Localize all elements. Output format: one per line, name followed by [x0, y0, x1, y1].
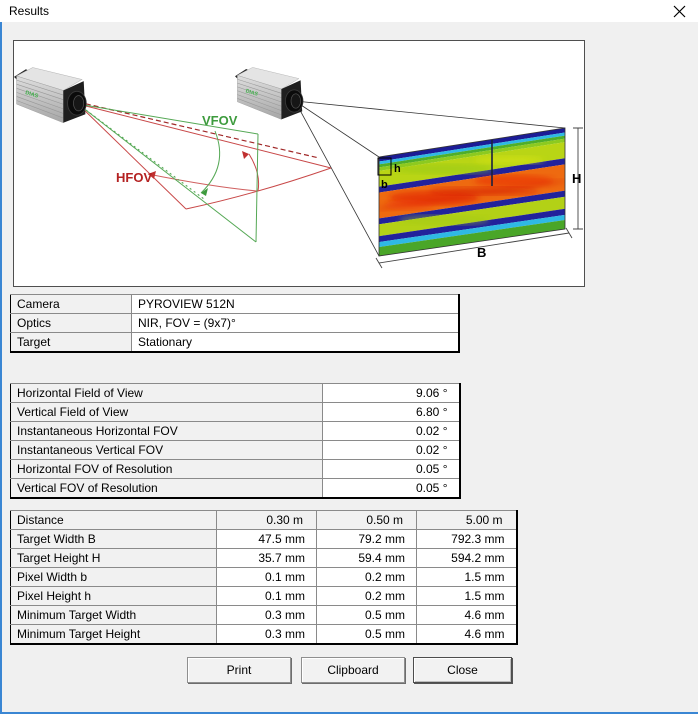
- camera-right: DIAS: [234, 67, 304, 120]
- camera-logo: DIAS: [245, 88, 259, 98]
- table-row: Horizontal FOV of Resolution 0.05 °: [10, 459, 460, 479]
- table-row: Instantaneous Vertical FOV 0.02 °: [10, 440, 460, 460]
- row-value: 9.06 °: [322, 383, 460, 403]
- cell-value: 0.5 mm: [316, 605, 417, 625]
- row-label: Target Width B: [10, 529, 217, 549]
- cell-value: 0.3 mm: [216, 605, 317, 625]
- row-value: 6.80 °: [322, 402, 460, 422]
- close-icon: [673, 5, 685, 17]
- cell-value: 79.2 mm: [316, 529, 417, 549]
- cell-value: 1.5 mm: [416, 567, 517, 587]
- window-title: Results: [9, 4, 50, 18]
- titlebar: Results: [0, 0, 698, 22]
- hfov-label: HFOV: [116, 170, 152, 185]
- row-value: NIR, FOV = (9x7)°: [131, 313, 459, 333]
- row-value: 0.02 °: [322, 421, 460, 441]
- close-dialog-button[interactable]: Close: [413, 657, 512, 683]
- target-height-label: H: [572, 171, 581, 186]
- row-label: Minimum Target Width: [10, 605, 217, 625]
- vfov-label: VFOV: [202, 113, 238, 128]
- table-row: Target Stationary: [10, 332, 459, 353]
- table-row: Optics NIR, FOV = (9x7)°: [10, 313, 459, 333]
- distance-table: Distance 0.30 m 0.50 m 5.00 m Target Wid…: [10, 510, 518, 645]
- table-row: Minimum Target Width 0.3 mm 0.5 mm 4.6 m…: [10, 605, 517, 625]
- cell-value: 35.7 mm: [216, 548, 317, 568]
- row-label: Minimum Target Height: [10, 624, 217, 645]
- table-row: Horizontal Field of View 9.06 °: [10, 383, 460, 403]
- table-row: Vertical Field of View 6.80 °: [10, 402, 460, 422]
- cell-value: 792.3 mm: [416, 529, 517, 549]
- target-width-label: B: [477, 245, 486, 260]
- cell-value: 0.5 mm: [316, 624, 417, 645]
- row-label: Horizontal Field of View: [10, 383, 323, 403]
- cell-value: 0.2 mm: [316, 567, 417, 587]
- table-header-row: Distance 0.30 m 0.50 m 5.00 m: [10, 510, 517, 530]
- table-row: Target Width B 47.5 mm 79.2 mm 792.3 mm: [10, 529, 517, 549]
- sight-lines: [294, 100, 566, 257]
- table-row: Vertical FOV of Resolution 0.05 °: [10, 478, 460, 499]
- cell-value: 4.6 mm: [416, 624, 517, 645]
- cell-value: 594.2 mm: [416, 548, 517, 568]
- fov-table: Horizontal Field of View 9.06 ° Vertical …: [10, 383, 461, 499]
- row-value: Stationary: [131, 332, 459, 353]
- pixel-marker: h b: [377, 157, 401, 191]
- cell-value: 0.1 mm: [216, 567, 317, 587]
- header-value: 5.00 m: [416, 510, 517, 530]
- row-label: Target: [10, 332, 132, 353]
- dimension-lines: [375, 127, 583, 269]
- print-button[interactable]: Print: [187, 657, 291, 683]
- row-value: 0.05 °: [322, 459, 460, 479]
- close-button[interactable]: [668, 2, 690, 20]
- row-label: Horizontal FOV of Resolution: [10, 459, 323, 479]
- table-row: Pixel Height h 0.1 mm 0.2 mm 1.5 mm: [10, 586, 517, 606]
- row-label: Vertical Field of View: [10, 402, 323, 422]
- table-row: Pixel Width b 0.1 mm 0.2 mm 1.5 mm: [10, 567, 517, 587]
- row-value: PYROVIEW 512N: [131, 294, 459, 314]
- dialog-content: VFOV HFOV DIAS DIAS h b: [0, 22, 698, 714]
- pixel-height-label: h: [394, 163, 401, 175]
- header-label: Distance: [10, 510, 217, 530]
- row-label: Instantaneous Vertical FOV: [10, 440, 323, 460]
- cell-value: 1.5 mm: [416, 586, 517, 606]
- camera-info-table: Camera PYROVIEW 512N Optics NIR, FOV = (9x…: [10, 294, 460, 353]
- pixel-width-label: b: [381, 179, 388, 191]
- vfov-fan: [77, 103, 259, 243]
- table-row: Minimum Target Height 0.3 mm 0.5 mm 4.6 …: [10, 624, 517, 645]
- clipboard-button[interactable]: Clipboard: [301, 657, 405, 683]
- row-label: Pixel Height h: [10, 586, 217, 606]
- cell-value: 59.4 mm: [316, 548, 417, 568]
- cell-value: 0.1 mm: [216, 586, 317, 606]
- row-label: Optics: [10, 313, 132, 333]
- row-value: 0.05 °: [322, 478, 460, 499]
- row-label: Instantaneous Horizontal FOV: [10, 421, 323, 441]
- row-label: Vertical FOV of Resolution: [10, 478, 323, 499]
- camera-left: DIAS: [13, 67, 87, 124]
- table-row: Target Height H 35.7 mm 59.4 mm 594.2 mm: [10, 548, 517, 568]
- cell-value: 0.3 mm: [216, 624, 317, 645]
- header-value: 0.30 m: [216, 510, 317, 530]
- table-row: Instantaneous Horizontal FOV 0.02 °: [10, 421, 460, 441]
- cell-value: 47.5 mm: [216, 529, 317, 549]
- table-row: Camera PYROVIEW 512N: [10, 294, 459, 314]
- thermal-strip-image: [378, 127, 566, 257]
- camera-logo: DIAS: [24, 90, 39, 100]
- cell-value: 0.2 mm: [316, 586, 417, 606]
- row-value: 0.02 °: [322, 440, 460, 460]
- row-label: Camera: [10, 294, 132, 314]
- row-label: Target Height H: [10, 548, 217, 568]
- cell-value: 4.6 mm: [416, 605, 517, 625]
- header-value: 0.50 m: [316, 510, 417, 530]
- row-label: Pixel Width b: [10, 567, 217, 587]
- fov-illustration: VFOV HFOV DIAS DIAS h b: [13, 40, 585, 287]
